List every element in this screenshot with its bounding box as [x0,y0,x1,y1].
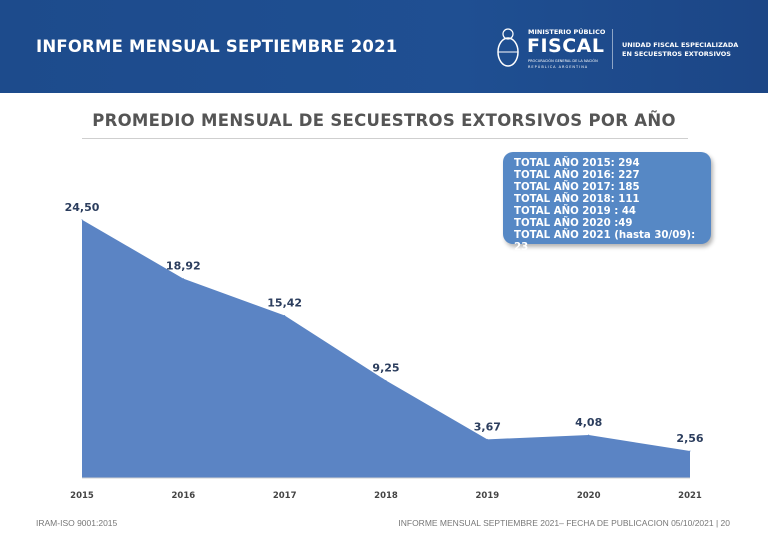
logo-text: PROCURACIÓN GENERAL DE LA NACIÓN [528,59,598,63]
data-label: 3,67 [474,420,501,433]
logo-text: MINISTERIO PÚBLICO [528,28,606,36]
unit-line: EN SECUESTROS EXTORSIVOS [622,50,731,58]
annotation-line: TOTAL AÑO 2017: 185 [514,182,640,193]
data-label: 4,08 [575,416,602,429]
logo-divider [612,29,613,69]
logo-text: REPÚBLICA ARGENTINA [528,65,589,69]
x-tick-label: 2016 [171,491,195,501]
annotation-line: TOTAL AÑO 2020 :49 [514,218,633,229]
data-label: 24,50 [65,201,100,214]
footer-publication: INFORME MENSUAL SEPTIEMBRE 2021– FECHA D… [398,518,730,528]
data-label: 15,42 [267,296,302,309]
data-point [284,314,286,316]
x-tick-label: 2017 [273,491,297,501]
data-label: 18,92 [166,260,201,273]
unit-line: UNIDAD FISCAL ESPECIALIZADA [622,41,739,49]
annotation-line: TOTAL AÑO 2015: 294 [514,158,640,169]
annotation-line: TOTAL AÑO 2019 : 44 [514,206,637,217]
footer-certification: IRAM-ISO 9001:2015 [36,518,118,528]
data-label: 2,56 [676,432,703,445]
chart-title: PROMEDIO MENSUAL DE SECUESTROS EXTORSIVO… [92,111,676,130]
data-point [385,380,387,382]
data-point [81,219,83,221]
x-tick-label: 2020 [577,491,601,501]
x-tick-label: 2019 [475,491,499,501]
data-point [486,438,488,440]
annotation-line: TOTAL AÑO 2018: 111 [514,194,640,205]
data-point [689,450,691,452]
unit-name: UNIDAD FISCAL ESPECIALIZADA EN SECUESTROS… [622,41,738,59]
data-point [182,278,184,280]
x-tick-label: 2021 [678,491,702,501]
area-series [82,219,690,479]
header-banner: INFORME MENSUAL SEPTIEMBRE 2021 MINISTER… [0,0,768,93]
data-label: 9,25 [372,362,399,375]
fiscal-logo: MINISTERIO PÚBLICO FISCAL PROCURACIÓN GE… [494,24,754,74]
x-tick-label: 2018 [374,491,398,501]
logo-text: FISCAL [527,35,605,57]
title-divider [82,138,688,139]
totals-annotation: TOTAL AÑO 2015: 294 TOTAL AÑO 2016: 227 … [503,152,711,253]
annotation-line: TOTAL AÑO 2021 (hasta 30/09): 23 [514,230,696,253]
x-tick-label: 2015 [70,491,94,501]
annotation-line: TOTAL AÑO 2016: 227 [514,170,640,181]
data-point [588,434,590,436]
report-title: INFORME MENSUAL SEPTIEMBRE 2021 [36,37,398,56]
coat-of-arms-icon [497,28,519,67]
